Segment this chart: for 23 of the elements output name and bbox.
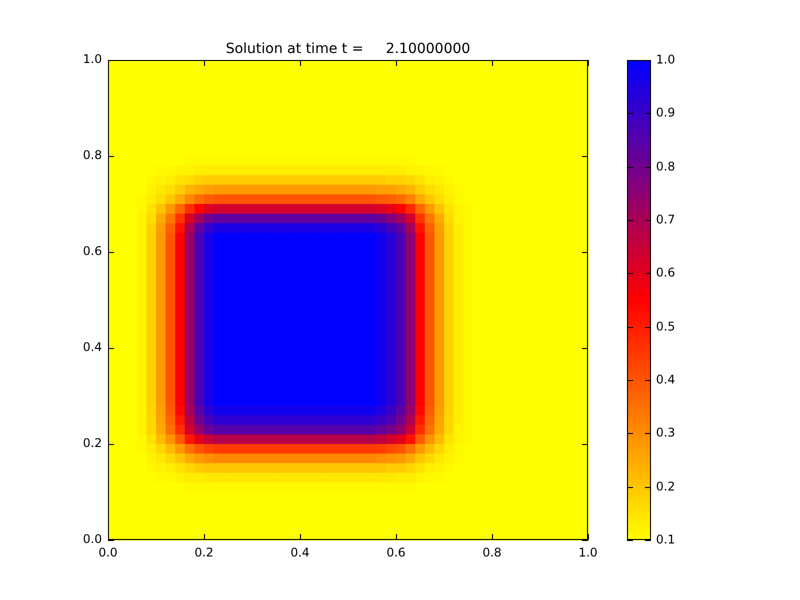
y-tick-label: 0.0 [82, 532, 102, 546]
color-bar-label: 1.0 [656, 52, 676, 67]
x-tick-label: 0.6 [386, 545, 406, 560]
chart-title: Solution at time t = 2.10000000 [226, 41, 470, 57]
color-bar-label: 0.1 [656, 532, 676, 547]
x-tick-label: 1.0 [578, 545, 598, 560]
y-tick-label: 0.4 [82, 340, 102, 354]
x-tick-label: 0.4 [290, 545, 310, 560]
y-tick-label: 0.2 [82, 436, 102, 450]
color-bar-label: 0.4 [656, 372, 676, 387]
color-bar-label: 0.7 [656, 212, 676, 227]
color-bar-label: 0.5 [656, 320, 676, 334]
y-tick-label: 0.6 [82, 244, 102, 258]
color-bar-label: 0.9 [656, 106, 676, 120]
y-tick-label: 0.8 [82, 148, 102, 162]
color-bar-label: 0.8 [656, 160, 676, 174]
x-tick-label: 0.2 [194, 545, 214, 560]
color-bar-label: 0.2 [656, 480, 676, 494]
x-tick-label: 0.0 [98, 545, 118, 560]
y-tick-label: 1.0 [82, 52, 102, 66]
x-tick-label: 0.8 [482, 545, 502, 560]
color-bar-label: 0.3 [656, 426, 676, 440]
color-bar-label: 0.6 [656, 266, 676, 280]
